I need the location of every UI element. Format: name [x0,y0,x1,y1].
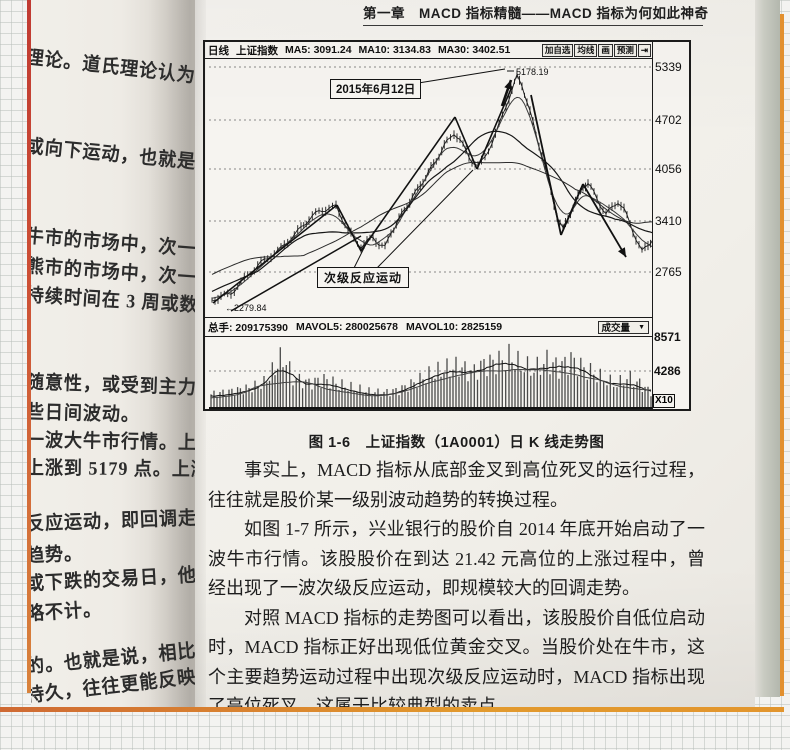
volume-type-dropdown[interactable]: 成交量 ▼ [597,320,649,334]
price-y-axis: 5339 4702 4056 3410 2765 [652,42,691,409]
low-price-label: ←2279.84 [225,303,267,313]
left-page-text-line: 一波大牛市行情。上证 [31,430,195,455]
book-cover-bottom-edge [0,707,784,712]
left-page-text-line: 反应运动，即回调走势 [31,507,195,535]
left-page-text-line: 随意性，或受到主力主 [31,372,195,400]
volume-toolbar: 总手: 209175390 MAVOL5: 280025678 MAVOL10:… [205,317,652,337]
mavol5-label: MAVOL5: 280025678 [295,321,398,333]
peak-price-label: 5178.19 [516,67,549,77]
chart-toolbar: 日线 上证指数 MA5: 3091.24 MA10: 3134.83 MA30:… [205,42,652,59]
volume-multiplier-badge: X10 [653,394,675,408]
left-page-text-line: 略不计。 [31,599,103,625]
collapse-button[interactable]: ⇥ [637,43,651,57]
ma-button[interactable]: 均线 [574,43,598,57]
y-axis-label: 4056 [655,162,682,176]
left-page-text-line: 上涨到 5179 点。上涨 [31,458,195,481]
page-header: 第一章 MACD 指标精髓——MACD 指标为何如此神奇 [363,2,708,26]
page-stack-edge [753,0,780,697]
date-callout: 2015年6月12日 [330,79,422,99]
volume-type-value: 成交量 [601,323,631,334]
chart-window: 日线 上证指数 MA5: 3091.24 MA10: 3134.83 MA30:… [203,40,691,411]
figure-caption: 图 1-6 上证指数（1A0001）日 K 线走势图 [308,435,605,451]
ma30-label: MA30: 3402.51 [437,44,511,56]
mavol10-label: MAVOL10: 2825159 [405,321,503,333]
price-chart: 5178.19 ←2279.84 [209,66,652,313]
y-axis-label: 4702 [655,113,682,127]
left-page: 理论。道氏理论认为， 或向下运动，也就是众 牛市的市场中，次一级 熊市的市场中，次一级… [31,0,195,707]
left-page-text-line: 或向下运动，也就是众 [31,136,195,176]
add-watchlist-button[interactable]: 加自选 [541,43,574,57]
secondary-reaction-callout: 次级反应运动 [317,267,410,288]
left-page-text-line: 趋势。 [31,543,84,567]
paragraph: 事实上，MACD 指标从底部金叉到高位死叉的运行过程，往往就是股价某一级别波动趋… [208,460,705,510]
left-page-text-line: 理论。道氏理论认为， [31,47,195,90]
paragraph: 对照 MACD 指标的走势图可以看出，该股股价自低位启动时，MACD 指标正好出… [208,607,705,708]
main-page: 第一章 MACD 指标精髓——MACD 指标为何如此神奇 日线 上证指数 MA5… [195,0,755,707]
y-axis-label: 5339 [655,60,682,74]
y-axis-label: 3410 [655,214,682,228]
volume-total-label: 总手: 209175390 [208,321,288,334]
volume-axis-top-label: 8571 [654,330,681,344]
period-label: 日线 [208,44,229,57]
book-cover-left-edge [27,0,32,693]
volume-axis-mid-label: 4286 [654,364,681,378]
paragraph: 如图 1-7 所示，兴业银行的股价自 2014 年底开始启动了一波牛市行情。该股… [208,519,705,598]
volume-chart [209,343,652,409]
ma5-label: MA5: 3091.24 [285,44,352,56]
y-axis-label: 2765 [655,265,682,279]
body-text: 事实上，MACD 指标从底部金叉到高位死叉的运行过程，往往就是股价某一级别波动趋… [208,456,705,707]
chevron-down-icon: ▼ [638,323,645,331]
forecast-button[interactable]: 预测 [613,43,637,57]
left-page-text-line: 些日间波动。 [31,402,141,426]
draw-button[interactable]: 画 [598,43,613,57]
book-cover-right-edge [780,14,784,696]
toolbar-buttons: 加自选 均线画预测 ⇥ [541,43,651,57]
symbol-label: 上证指数 [236,44,278,57]
ma10-label: MA10: 3134.83 [358,44,431,56]
